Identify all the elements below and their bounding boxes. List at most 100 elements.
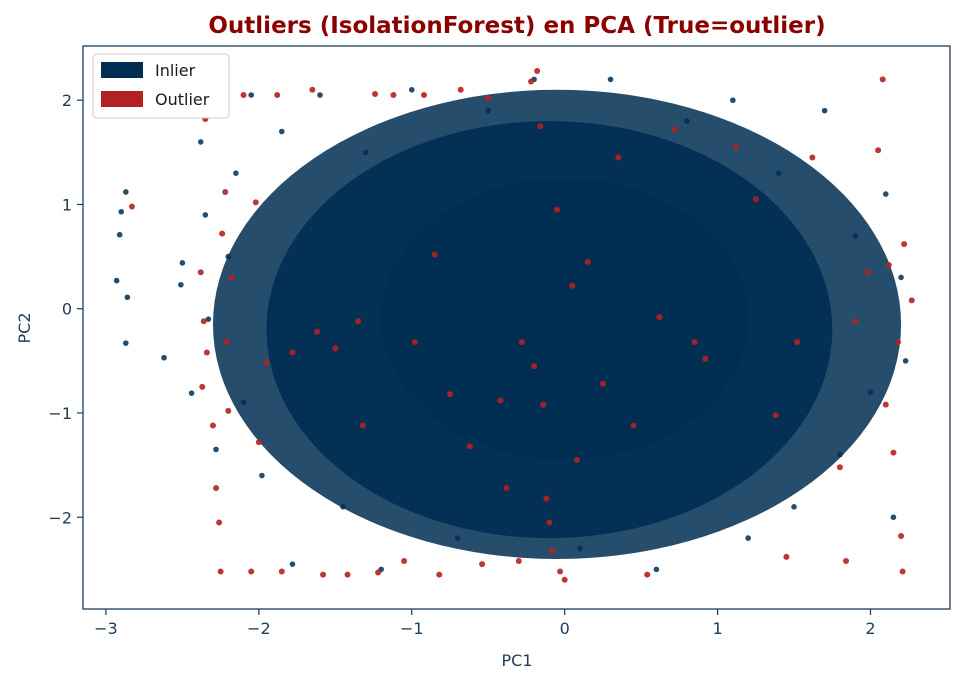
outlier-point: [615, 154, 622, 161]
outlier-point: [411, 339, 418, 346]
inlier-point: [317, 92, 323, 98]
inlier-point: [615, 326, 621, 333]
inlier-point: [116, 231, 123, 238]
inlier-point: [768, 290, 774, 296]
outlier-point: [656, 314, 663, 321]
outlier-point: [225, 407, 232, 414]
inlier-point: [806, 305, 813, 312]
inlier-point: [161, 354, 167, 361]
outlier-point: [561, 576, 568, 583]
outlier-point: [554, 206, 561, 213]
legend-label-inlier: Inlier: [155, 61, 196, 80]
outlier-point: [320, 571, 327, 578]
x-axis-ticks: −3 −2 −1 0 1 2: [94, 609, 876, 638]
x-tick-label: 2: [865, 619, 875, 638]
outlier-point: [794, 339, 801, 346]
outlier-point: [875, 147, 882, 154]
legend: Inlier Outlier: [92, 53, 230, 119]
x-tick-label: 1: [712, 619, 722, 638]
outlier-point: [203, 349, 210, 356]
x-tick-label: −1: [400, 619, 424, 638]
inlier-density: [212, 89, 902, 559]
inlier-point: [730, 97, 736, 104]
outlier-point: [479, 561, 486, 568]
outlier-point: [248, 568, 255, 575]
outlier-point: [197, 269, 204, 276]
outlier-point: [497, 397, 504, 404]
outlier-point: [436, 571, 443, 578]
inlier-point: [197, 139, 204, 145]
outlier-point: [466, 443, 473, 450]
inlier-point: [714, 253, 721, 260]
outlier-point: [864, 269, 871, 276]
inlier-point: [340, 504, 346, 510]
outlier-point: [420, 92, 427, 99]
outlier-point: [216, 519, 223, 526]
y-tick-label: −2: [48, 508, 72, 527]
outlier-point: [372, 90, 379, 97]
outlier-point: [852, 318, 859, 325]
y-tick-label: 0: [62, 300, 72, 319]
y-tick-label: 1: [62, 195, 72, 214]
inlier-point: [852, 232, 858, 239]
outlier-point: [772, 412, 779, 419]
y-axis-label: PC2: [15, 313, 34, 344]
outlier-point: [879, 76, 886, 83]
inlier-point: [623, 420, 629, 427]
legend-swatch-inlier: [101, 62, 143, 78]
inlier-point: [577, 545, 583, 552]
inlier-point: [902, 358, 909, 364]
inlier-point: [124, 294, 131, 301]
y-tick-label: −1: [48, 404, 72, 423]
inlier-point: [775, 170, 782, 176]
outlier-point: [836, 464, 843, 471]
outlier-point: [783, 553, 790, 560]
outlier-point: [485, 95, 492, 102]
outlier-point: [899, 568, 906, 575]
outlier-point: [355, 318, 362, 325]
outlier-point: [546, 519, 553, 526]
outlier-point: [895, 339, 902, 346]
inlier-point: [837, 451, 843, 458]
outlier-point: [557, 568, 564, 575]
outlier-point: [573, 456, 580, 463]
outlier-point: [549, 547, 556, 554]
outlier-point: [691, 339, 698, 346]
outlier-point: [518, 339, 525, 346]
inlier-point: [240, 399, 247, 406]
outlier-point: [278, 568, 285, 575]
outlier-point: [332, 345, 339, 352]
outlier-point: [274, 92, 281, 99]
legend-swatch-outlier: [101, 91, 143, 107]
inlier-point: [225, 253, 232, 260]
outlier-point: [534, 68, 541, 75]
outlier-point: [908, 297, 915, 304]
inlier-point: [439, 201, 446, 208]
inlier-point: [546, 399, 553, 406]
outlier-point: [843, 558, 850, 565]
y-axis-ticks: −2 −1 0 1 2: [48, 91, 83, 527]
inlier-point: [324, 222, 331, 229]
inlier-point: [188, 390, 195, 396]
outlier-point: [240, 92, 247, 99]
inlier-point: [202, 212, 209, 218]
inlier-point: [123, 189, 129, 195]
inlier-point: [233, 170, 239, 176]
outlier-point: [217, 568, 224, 575]
outlier-point: [515, 558, 522, 565]
inlier-point: [470, 316, 476, 322]
inlier-point: [699, 472, 706, 479]
inlier-point: [123, 340, 129, 346]
inlier-point: [684, 118, 690, 124]
inlier-point: [638, 201, 644, 208]
chart-title: Outliers (IsolationForest) en PCA (True=…: [208, 13, 825, 39]
x-tick-label: −3: [94, 619, 118, 638]
outlier-point: [898, 533, 905, 540]
outlier-point: [809, 154, 816, 161]
inlier-point: [760, 368, 767, 375]
y-tick-label: 2: [62, 91, 72, 110]
outlier-point: [359, 422, 366, 429]
outlier-point: [732, 144, 739, 151]
outlier-point: [630, 422, 637, 429]
outlier-point: [543, 495, 550, 502]
